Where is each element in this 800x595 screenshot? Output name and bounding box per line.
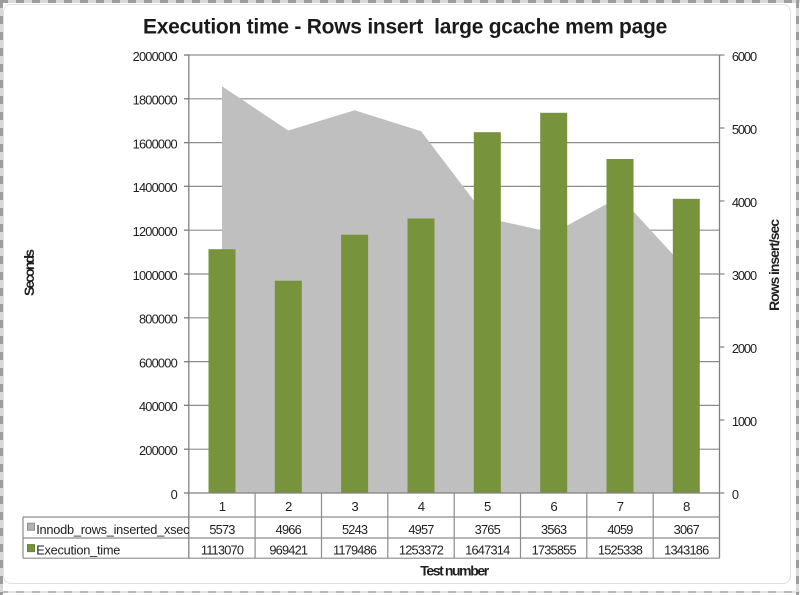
- svg-text:1000: 1000: [732, 414, 757, 429]
- svg-text:800000: 800000: [139, 312, 178, 327]
- svg-text:3765: 3765: [475, 522, 501, 537]
- svg-text:969421: 969421: [269, 542, 308, 557]
- svg-text:8: 8: [683, 499, 690, 514]
- svg-text:3000: 3000: [732, 268, 757, 283]
- svg-text:5573: 5573: [209, 522, 235, 537]
- svg-text:1: 1: [219, 499, 226, 514]
- svg-text:1343186: 1343186: [664, 542, 709, 557]
- svg-text:2000000: 2000000: [133, 49, 178, 64]
- svg-text:0: 0: [732, 487, 739, 502]
- svg-text:6000: 6000: [732, 49, 757, 64]
- svg-text:6: 6: [550, 499, 557, 514]
- svg-text:3563: 3563: [541, 522, 567, 537]
- svg-text:1400000: 1400000: [133, 180, 178, 195]
- svg-text:Test number: Test number: [420, 563, 490, 579]
- svg-text:4957: 4957: [408, 522, 434, 537]
- svg-text:1253372: 1253372: [399, 542, 444, 557]
- svg-text:1800000: 1800000: [133, 93, 178, 108]
- svg-text:Rows insert/sec: Rows insert/sec: [766, 219, 782, 311]
- svg-text:3: 3: [351, 499, 358, 514]
- svg-text:4059: 4059: [607, 522, 633, 537]
- svg-text:1113070: 1113070: [201, 542, 244, 557]
- svg-text:5: 5: [484, 499, 491, 514]
- svg-text:400000: 400000: [139, 399, 178, 414]
- svg-text:4000: 4000: [732, 195, 757, 210]
- svg-text:1600000: 1600000: [133, 136, 178, 151]
- svg-text:1525338: 1525338: [598, 542, 643, 557]
- svg-text:5000: 5000: [732, 122, 757, 137]
- svg-text:Execution_time: Execution_time: [36, 542, 120, 557]
- svg-text:1647314: 1647314: [465, 542, 510, 557]
- svg-text:7: 7: [617, 499, 624, 514]
- svg-text:200000: 200000: [139, 443, 178, 458]
- svg-text:Innodb_rows_inserted_xsec: Innodb_rows_inserted_xsec: [36, 522, 190, 537]
- svg-text:1735855: 1735855: [532, 542, 577, 557]
- svg-text:2000: 2000: [732, 341, 757, 356]
- svg-text:4: 4: [418, 499, 425, 514]
- svg-text:2: 2: [285, 499, 292, 514]
- svg-text:Seconds: Seconds: [21, 249, 37, 296]
- svg-text:1000000: 1000000: [133, 268, 178, 283]
- svg-text:600000: 600000: [139, 355, 178, 370]
- svg-text:3067: 3067: [674, 522, 700, 537]
- svg-text:0: 0: [171, 487, 178, 502]
- svg-text:4966: 4966: [276, 522, 302, 537]
- svg-text:Execution time - Rows insert: Execution time - Rows insert large gcach…: [143, 16, 667, 39]
- svg-text:5243: 5243: [342, 522, 368, 537]
- svg-text:1200000: 1200000: [133, 224, 178, 239]
- svg-text:1179486: 1179486: [333, 542, 377, 557]
